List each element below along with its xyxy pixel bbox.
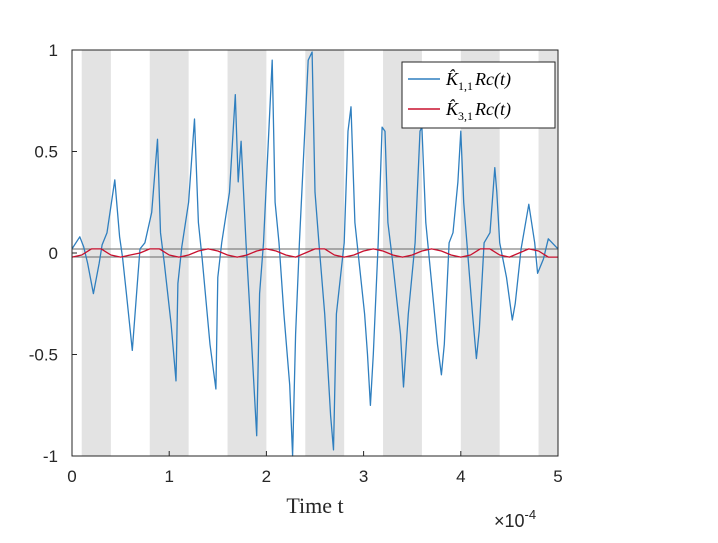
legend: K̂1,1 Rc(t) K̂3,1 Rc(t) (401, 61, 556, 129)
x-tick-label-5: 5 (553, 467, 562, 486)
y-tick-label-0: -1 (43, 447, 58, 466)
series-line-1 (71, 51, 559, 457)
x-tick-label-2: 2 (262, 467, 271, 486)
x-tick-label-1: 1 (164, 467, 173, 486)
legend-entry-1: K̂1,1 Rc(t) (445, 69, 511, 93)
x-axis-label: Time t (286, 493, 343, 518)
y-tick-label-4: 1 (49, 41, 58, 60)
shaded-band-1 (149, 50, 189, 456)
legend-box (401, 61, 556, 129)
y-tick-label-2: 0 (49, 244, 58, 263)
x-tick-label-0: 0 (67, 467, 76, 486)
y-tick-label-3: 0.5 (34, 143, 58, 162)
x-tick-label-3: 3 (359, 467, 368, 486)
y-tick-label-1: -0.5 (29, 346, 58, 365)
x-tick-label-4: 4 (456, 467, 465, 486)
x-axis-ticks: 0 1 2 3 4 5 (67, 451, 563, 486)
shaded-band-6 (538, 50, 558, 456)
y-axis-ticks: -1 -0.5 0 0.5 1 (29, 41, 77, 466)
shaded-band-0 (81, 50, 111, 456)
series-lines (71, 51, 559, 457)
shaded-band-3 (305, 50, 345, 456)
series-line-2 (71, 248, 558, 258)
x-axis-exponent: ×10-4 (494, 507, 536, 531)
legend-entry-2: K̂3,1 Rc(t) (445, 99, 511, 123)
